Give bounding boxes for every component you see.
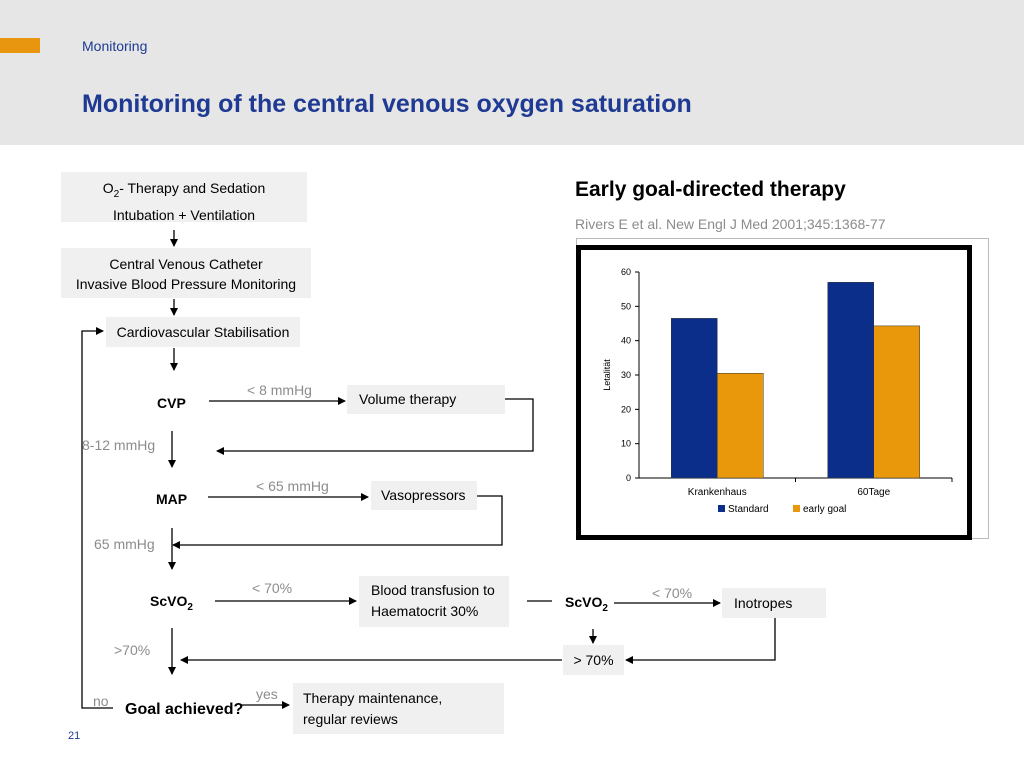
y-tick-label: 0	[626, 473, 631, 483]
category-label: 60Tage	[857, 487, 890, 498]
y-tick-label: 60	[621, 267, 631, 277]
cvp-ok-threshold: 8-12 mmHg	[82, 437, 156, 453]
stabilisation-box: Cardiovascular Stabilisation	[106, 317, 300, 347]
therapy-sedation-box: O2- Therapy and Sedation Intubation + Ve…	[61, 172, 307, 223]
bar-early-goal-0	[717, 373, 764, 479]
catheter-monitoring-box: Central Venous Catheter Invasive Blood P…	[61, 248, 311, 298]
vasopressors-box: Vasopressors	[371, 481, 477, 510]
y-tick-label: 20	[621, 404, 631, 414]
map-low-threshold: < 65 mmHg	[256, 478, 329, 494]
scvo2-second-low-threshold: < 70%	[652, 585, 693, 601]
bar-early-goal-1	[873, 325, 920, 479]
y-tick-label: 40	[621, 336, 631, 346]
bar-standard-1	[827, 282, 874, 479]
category-label: Krankenhaus	[688, 487, 747, 498]
cvp-low-threshold: < 8 mmHg	[247, 382, 312, 398]
legend-swatch	[793, 505, 800, 512]
section-label: Monitoring	[82, 38, 148, 54]
bar-standard-0	[671, 318, 718, 479]
scvo2-low-threshold: < 70%	[252, 580, 293, 596]
scvo2-ok-box: > 70%	[563, 645, 624, 675]
legend-label: Standard	[728, 504, 769, 515]
goal-achieved-label: Goal achieved?	[125, 701, 244, 718]
inotropes-box: Inotropes	[722, 588, 826, 618]
scvo2-ok-threshold: >70%	[114, 642, 151, 658]
return-volume	[216, 398, 534, 455]
return-vasopressors	[172, 495, 503, 549]
accent-bar	[0, 38, 40, 53]
reference-citation: Rivers E et al. New Engl J Med 2001;345:…	[575, 216, 886, 232]
y-axis-label: Letalität	[602, 359, 612, 391]
page-number: 21	[68, 730, 81, 742]
y-tick-label: 10	[621, 439, 631, 449]
legend-label: early goal	[803, 504, 846, 515]
y-tick-label: 30	[621, 370, 631, 380]
reference-title: Early goal-directed therapy	[575, 178, 846, 201]
return-inotropes	[625, 617, 776, 664]
scvo2-second-label: ScVO2	[565, 594, 608, 614]
cvp-label: CVP	[157, 395, 186, 411]
volume-therapy-box: Volume therapy	[347, 385, 505, 414]
y-tick-label: 50	[621, 301, 631, 311]
header-band	[0, 0, 1024, 145]
no-label: no	[93, 693, 109, 709]
loop-no	[81, 327, 113, 709]
yes-label: yes	[256, 686, 278, 702]
transfusion-box: Blood transfusion to Haematocrit 30%	[359, 576, 509, 627]
maintenance-box: Therapy maintenance, regular reviews	[293, 683, 504, 734]
therapy-sedation-line2: Intubation + Ventilation	[112, 206, 256, 223]
legend-swatch	[718, 505, 725, 512]
map-label: MAP	[156, 491, 188, 507]
slide-title: Monitoring of the central venous oxygen …	[82, 90, 692, 118]
scvo2-label: ScVO2	[150, 593, 193, 613]
catheter-line1: Central Venous Catheter	[109, 256, 263, 272]
map-ok-threshold: 65 mmHg	[94, 536, 155, 552]
catheter-line2: Invasive Blood Pressure Monitoring	[75, 276, 297, 292]
